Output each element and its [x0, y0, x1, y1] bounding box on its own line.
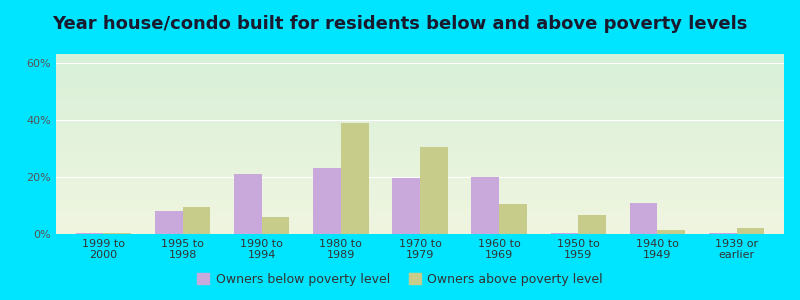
Bar — [709, 232, 737, 234]
Bar — [737, 228, 764, 234]
Bar — [182, 207, 210, 234]
Bar — [76, 232, 103, 234]
Bar — [103, 232, 131, 234]
Bar — [630, 202, 658, 234]
Bar — [392, 178, 420, 234]
Bar — [550, 232, 578, 234]
Bar — [341, 123, 369, 234]
Bar — [578, 215, 606, 234]
Bar — [155, 211, 182, 234]
Text: Year house/condo built for residents below and above poverty levels: Year house/condo built for residents bel… — [52, 15, 748, 33]
Bar — [499, 204, 527, 234]
Bar — [234, 174, 262, 234]
Legend: Owners below poverty level, Owners above poverty level: Owners below poverty level, Owners above… — [192, 268, 608, 291]
Bar — [420, 147, 448, 234]
Bar — [658, 230, 685, 234]
Bar — [471, 177, 499, 234]
Bar — [262, 217, 290, 234]
Bar — [313, 168, 341, 234]
